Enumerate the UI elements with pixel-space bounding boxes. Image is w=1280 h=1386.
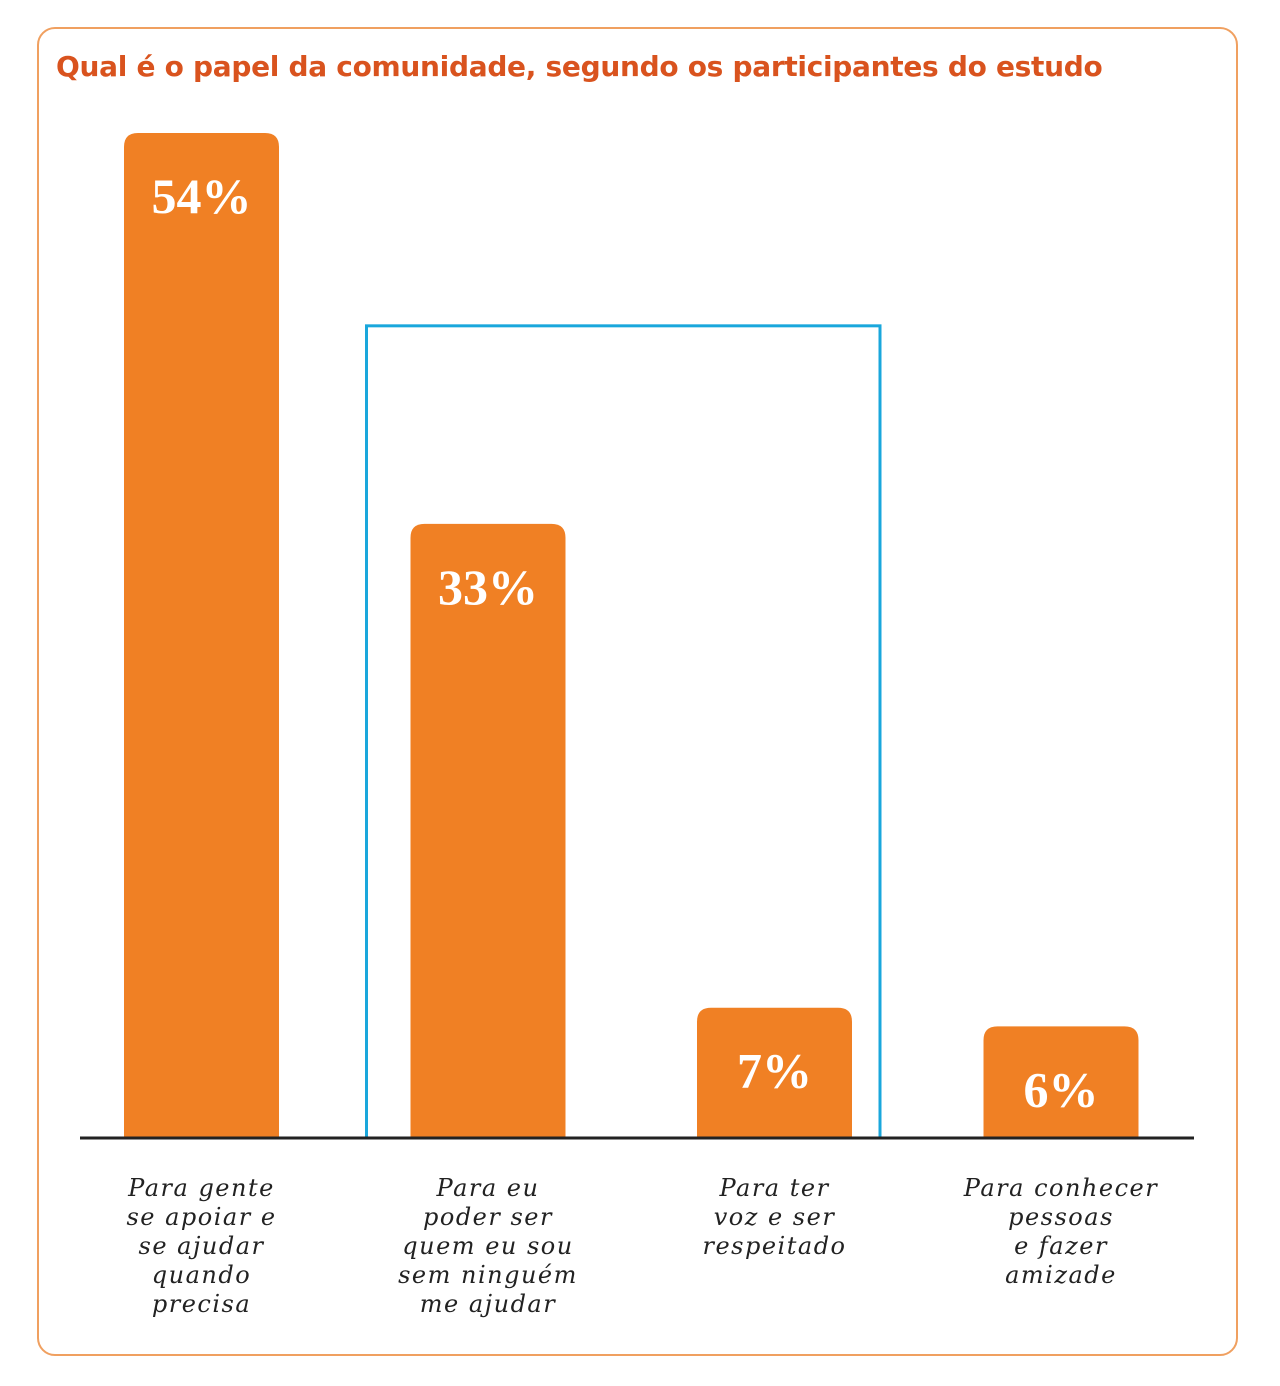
category-label-line: sem ninguém: [398, 1261, 578, 1289]
category-label-line: amizade: [1005, 1261, 1117, 1289]
category-label-line: Para eu: [436, 1174, 540, 1202]
category-label-line: respeitado: [702, 1232, 847, 1260]
category-label-line: voz e ser: [713, 1203, 836, 1231]
bar: [410, 523, 566, 1138]
value-label: 7%: [737, 1043, 812, 1099]
chart-title: Qual é o papel da comunidade, segundo os…: [56, 50, 1103, 83]
category-label: Para ter voz e ser respeitado: [645, 1174, 905, 1261]
card-frame: [37, 27, 1238, 1356]
category-label-line: precisa: [151, 1290, 252, 1318]
category-label-line: Para conhecer: [963, 1174, 1159, 1202]
value-label: 54%: [152, 168, 252, 224]
category-label-line: pessoas: [1008, 1203, 1114, 1231]
category-label-line: e fazer: [1014, 1232, 1108, 1260]
bar: [983, 1026, 1139, 1138]
category-label-line: Para ter: [719, 1174, 830, 1202]
value-label: 6%: [1024, 1061, 1099, 1117]
category-label: Para gente se apoiar e se ajudar quando prec…: [72, 1174, 332, 1319]
category-label-line: quem eu sou: [402, 1232, 574, 1260]
category-label: Para conhecer pessoas e fazer amizade: [931, 1174, 1191, 1290]
bar: [697, 1007, 852, 1138]
category-label: Para eu poder ser quem eu sou sem ninguém me…: [358, 1174, 618, 1319]
category-label-line: Para gente: [128, 1174, 275, 1202]
bar: [124, 133, 279, 1138]
category-label-line: se ajudar: [138, 1232, 265, 1260]
category-label-line: se apoiar e: [126, 1203, 277, 1231]
value-label: 33%: [438, 559, 538, 615]
category-label-line: me ajudar: [419, 1290, 557, 1318]
category-label-line: quando: [151, 1261, 252, 1289]
category-label-line: poder ser: [423, 1203, 553, 1231]
